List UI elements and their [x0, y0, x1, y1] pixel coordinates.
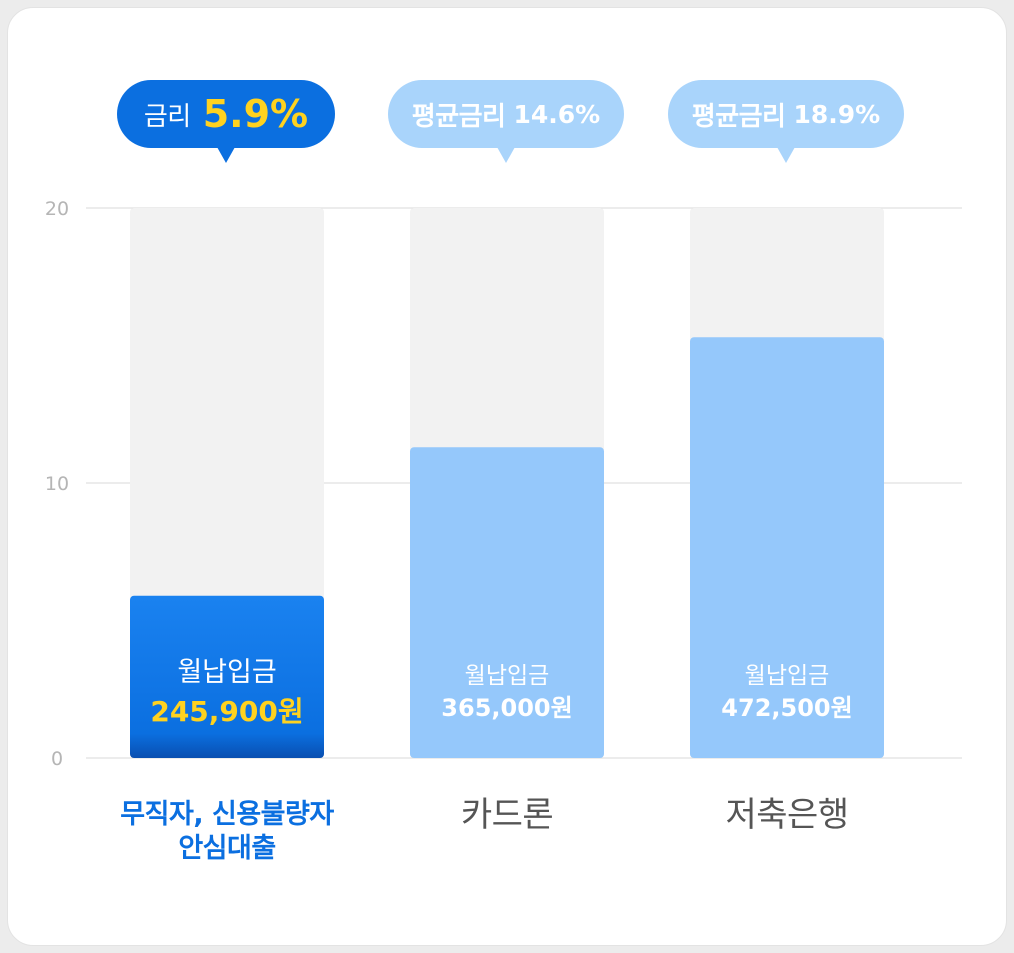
category-line: 카드론 [460, 795, 554, 835]
category-line: 무직자, 신용불량자 [120, 799, 334, 830]
rate-bubble: 평균금리 18.9% [668, 80, 904, 163]
bar-data-label: 월납입금 365,000원 [410, 660, 604, 726]
bar-data-label: 월납입금 245,900원 [130, 654, 324, 731]
bar-label-amount: 245,900원 [150, 694, 304, 728]
bar-data-label: 월납입금 472,500원 [690, 660, 884, 726]
bar [130, 595, 324, 758]
y-tick-label: 0 [51, 748, 63, 770]
y-tick-label: 20 [45, 198, 69, 220]
x-category-label: 무직자, 신용불량자 안심대출 [67, 798, 387, 866]
rate-value: 5.9% [202, 92, 309, 136]
bar-label-amount: 365,000원 [441, 694, 573, 723]
y-tick-label: 10 [45, 473, 69, 495]
category-line: 저축은행 [725, 795, 849, 835]
bar-label-amount: 472,500원 [721, 694, 853, 723]
rate-bubble: 평균금리 14.6% [388, 80, 624, 163]
bar [410, 447, 604, 758]
category-line: 안심대출 [178, 832, 276, 864]
rate-bubble: 금리 5.9% [117, 80, 335, 163]
bar-label-title: 월납입금 [177, 657, 277, 688]
bar [690, 337, 884, 758]
x-category-label: 카드론 [347, 794, 667, 837]
rate-prefix: 평균금리 [691, 101, 786, 132]
rate-value: 14.6% [513, 99, 601, 129]
bar-label-title: 월납입금 [744, 663, 830, 689]
rate-prefix: 평균금리 [411, 101, 506, 132]
rate-value: 18.9% [793, 99, 881, 129]
x-category-label: 저축은행 [627, 794, 947, 837]
rate-prefix: 금리 [143, 101, 191, 132]
bar-label-title: 월납입금 [464, 663, 550, 689]
